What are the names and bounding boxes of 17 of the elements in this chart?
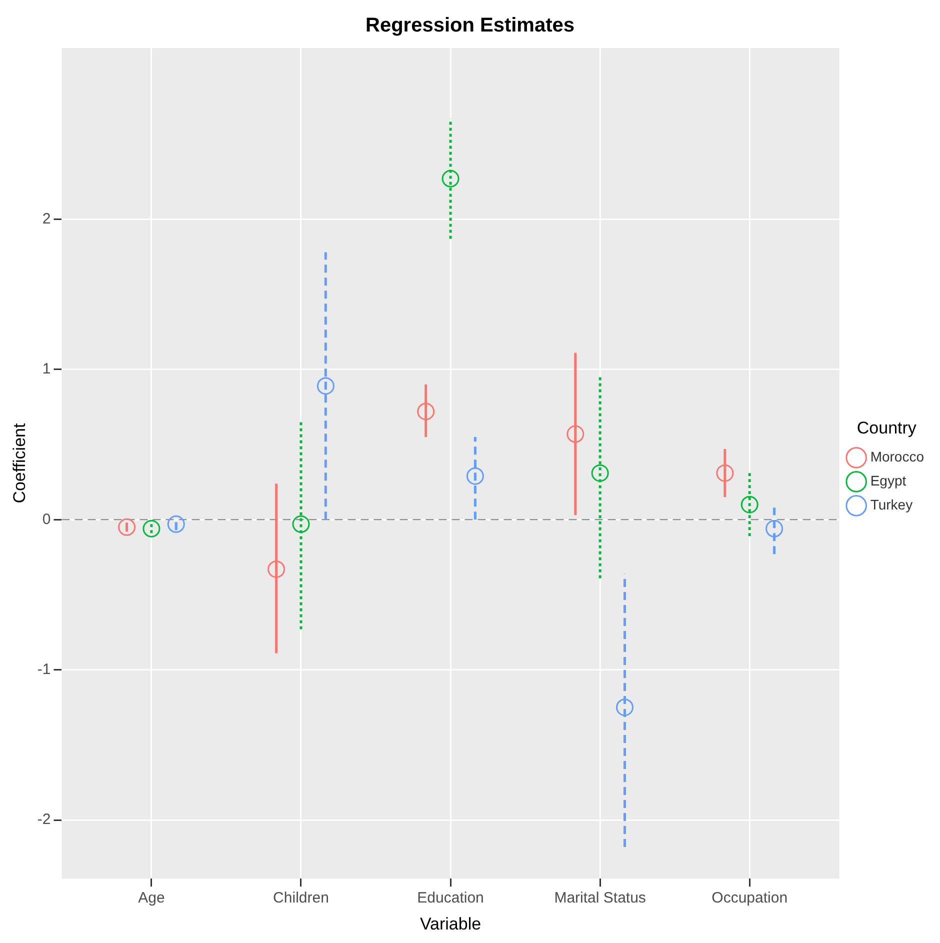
x-tick-label: Children [273, 890, 329, 907]
y-tick-label: 0 [42, 510, 51, 528]
y-axis-title: Coefficient [10, 423, 29, 504]
x-axis-title: Variable [420, 914, 482, 934]
legend-title: Country [856, 418, 917, 438]
legend-label: Egypt [870, 472, 906, 489]
x-tick-label: Age [138, 890, 165, 907]
x-tick-label: Marital Status [554, 890, 646, 907]
legend-label: Turkey [870, 496, 913, 513]
chart-title: Regression Estimates [366, 14, 574, 37]
x-tick-label: Education [417, 890, 484, 907]
y-tick-label: -2 [37, 811, 51, 828]
legend-label: Morocco [870, 448, 924, 465]
y-tick-label: -1 [37, 660, 51, 678]
y-tick-label: 2 [42, 210, 51, 228]
x-tick-label: Occupation [712, 890, 788, 907]
y-tick-label: 1 [42, 360, 51, 378]
